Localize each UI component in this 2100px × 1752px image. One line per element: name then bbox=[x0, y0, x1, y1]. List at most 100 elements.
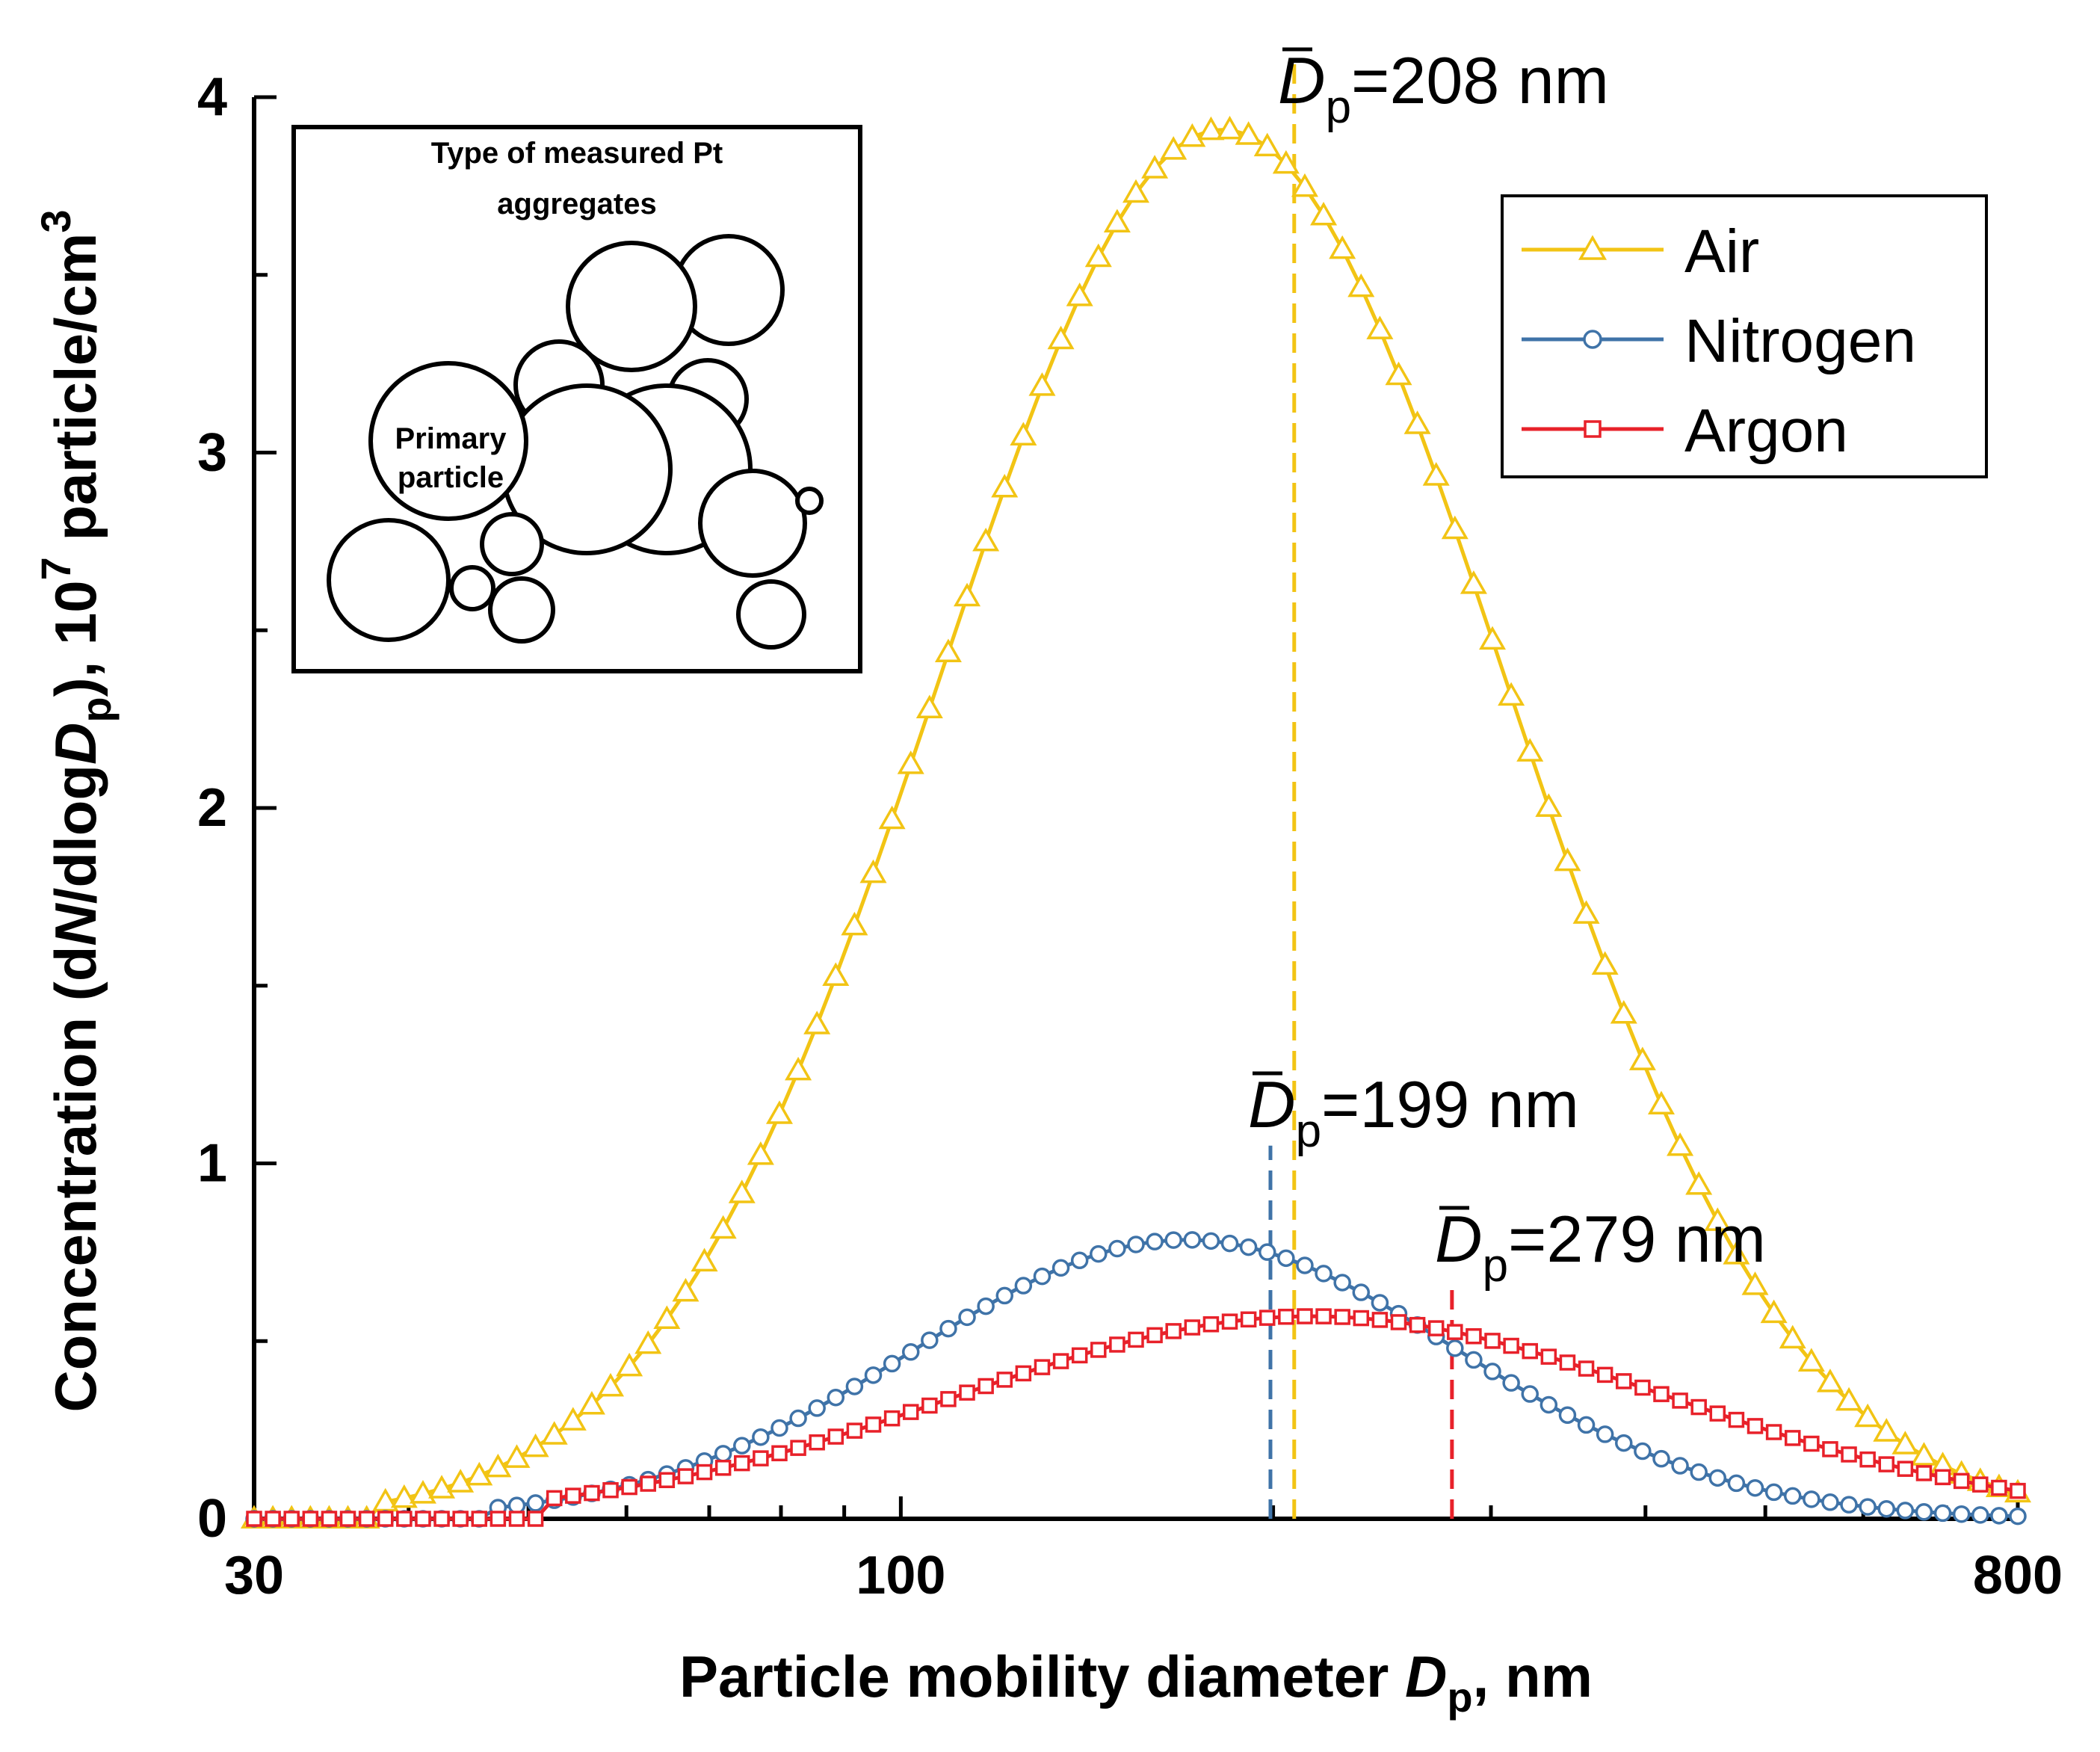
data-point-air bbox=[1403, 410, 1431, 434]
data-point-argon bbox=[1915, 1465, 1933, 1481]
data-point-air bbox=[1873, 1418, 1900, 1442]
data-point-argon bbox=[1390, 1314, 1407, 1330]
data-point-argon bbox=[1596, 1366, 1613, 1384]
data-point-argon bbox=[1578, 1360, 1595, 1377]
data-point-argon bbox=[396, 1511, 413, 1527]
data-point-air bbox=[1835, 1387, 1863, 1411]
data-point-argon bbox=[1503, 1337, 1519, 1354]
data-point-nitrogen bbox=[1727, 1474, 1746, 1493]
data-point-air bbox=[522, 1433, 549, 1458]
series-layer bbox=[240, 115, 2032, 1529]
primary-particle bbox=[368, 361, 528, 521]
data-point-nitrogen bbox=[1915, 1503, 1933, 1521]
data-point-argon bbox=[1991, 1479, 2007, 1496]
data-point-nitrogen bbox=[1596, 1425, 1614, 1443]
data-point-nitrogen bbox=[1952, 1505, 1971, 1523]
data-point-air bbox=[1084, 243, 1112, 268]
data-point-argon bbox=[827, 1428, 844, 1445]
y-title-sup2: 3 bbox=[32, 209, 79, 232]
data-point-argon bbox=[790, 1440, 806, 1456]
data-point-argon bbox=[584, 1484, 600, 1502]
legend-label-nitrogen: Nitrogen bbox=[1684, 307, 1916, 375]
data-point-argon bbox=[1803, 1435, 1820, 1452]
data-point-argon bbox=[1052, 1353, 1069, 1369]
data-point-air bbox=[653, 1305, 681, 1330]
data-point-air bbox=[1235, 121, 1262, 145]
y-title-a: Concentration (d bbox=[43, 946, 108, 1413]
annot-air-value: =208 nm bbox=[1351, 43, 1609, 117]
data-point-nitrogen bbox=[1108, 1239, 1126, 1258]
data-point-argon bbox=[771, 1445, 788, 1462]
x-title-tail: , nm bbox=[1473, 1644, 1593, 1709]
primary-label-line2: particle bbox=[398, 461, 504, 494]
data-point-argon bbox=[265, 1511, 281, 1527]
data-point-air bbox=[1197, 116, 1225, 141]
data-point-air bbox=[1910, 1442, 1938, 1466]
data-point-air bbox=[1141, 155, 1169, 179]
data-point-argon bbox=[621, 1478, 637, 1496]
data-point-air bbox=[616, 1352, 643, 1377]
y-tick-label: 2 bbox=[197, 778, 227, 838]
data-point-argon bbox=[1859, 1451, 1876, 1468]
data-point-air bbox=[691, 1247, 718, 1272]
data-point-air bbox=[1647, 1091, 1675, 1114]
x-tick-label: 30 bbox=[224, 1546, 284, 1606]
mean-annotation-nitrogen: Dp=199 nm bbox=[1248, 1067, 1579, 1157]
loose-sphere bbox=[449, 565, 495, 611]
data-point-air bbox=[1179, 123, 1206, 147]
y-tick-label: 4 bbox=[197, 67, 227, 127]
axis-titles: Particle mobility diameter Dp, nm Concen… bbox=[32, 209, 1593, 1721]
data-point-nitrogen bbox=[1933, 1504, 1952, 1523]
data-point-argon bbox=[471, 1511, 488, 1527]
data-point-nitrogen bbox=[752, 1428, 770, 1446]
data-point-air bbox=[1066, 283, 1093, 306]
data-point-argon bbox=[1559, 1354, 1576, 1371]
data-point-air bbox=[1216, 115, 1244, 140]
data-point-argon bbox=[846, 1422, 863, 1439]
y-tick-label: 3 bbox=[197, 423, 227, 483]
data-point-argon bbox=[1353, 1310, 1370, 1327]
data-point-nitrogen bbox=[1446, 1339, 1464, 1357]
data-point-air bbox=[390, 1484, 418, 1508]
data-point-air bbox=[559, 1407, 587, 1431]
x-tick-label: 800 bbox=[1973, 1546, 2063, 1606]
data-point-nitrogen bbox=[1146, 1233, 1164, 1250]
data-point-nitrogen bbox=[2009, 1507, 2027, 1526]
data-point-nitrogen bbox=[1708, 1469, 1727, 1487]
annotations: Dp=208 nm Dp=199 nm Dp=279 nm bbox=[1248, 43, 1766, 1292]
data-point-argon bbox=[1616, 1373, 1632, 1389]
y-title-g: particle/cm bbox=[43, 233, 108, 558]
data-point-argon bbox=[1297, 1308, 1313, 1324]
data-point-air bbox=[803, 1011, 831, 1034]
y-title-d: D bbox=[43, 723, 108, 765]
data-point-air bbox=[1554, 847, 1581, 872]
data-point-air bbox=[1160, 136, 1188, 160]
y-title-sup1: 7 bbox=[32, 557, 79, 580]
mean-annotation-argon: Dp=279 nm bbox=[1435, 1202, 1766, 1292]
loose-sphere bbox=[736, 579, 806, 650]
data-point-nitrogen bbox=[1652, 1449, 1670, 1468]
data-point-air bbox=[1010, 422, 1037, 445]
data-point-air bbox=[841, 911, 868, 936]
data-point-air bbox=[1535, 793, 1563, 817]
data-point-nitrogen bbox=[808, 1399, 826, 1417]
data-point-air bbox=[1516, 738, 1544, 762]
data-point-argon bbox=[246, 1511, 262, 1527]
data-point-argon bbox=[696, 1463, 713, 1481]
x-axis-title: Particle mobility diameter Dp, nm bbox=[679, 1644, 1593, 1721]
data-point-air bbox=[991, 474, 1019, 498]
data-point-nitrogen bbox=[995, 1286, 1014, 1305]
data-point-nitrogen bbox=[939, 1319, 957, 1338]
data-point-nitrogen bbox=[1671, 1457, 1689, 1475]
loose-sphere bbox=[327, 518, 451, 642]
legend-marker-air bbox=[1578, 235, 1608, 260]
data-point-nitrogen bbox=[921, 1331, 939, 1349]
data-point-nitrogen bbox=[1033, 1267, 1051, 1286]
annot-air-sub: p bbox=[1326, 81, 1351, 133]
data-point-air bbox=[1253, 132, 1281, 157]
data-point-argon bbox=[734, 1455, 750, 1472]
data-point-argon bbox=[1747, 1418, 1764, 1434]
loose-particles bbox=[327, 361, 806, 650]
y-title-b: N bbox=[43, 903, 108, 946]
data-point-argon bbox=[640, 1475, 656, 1492]
